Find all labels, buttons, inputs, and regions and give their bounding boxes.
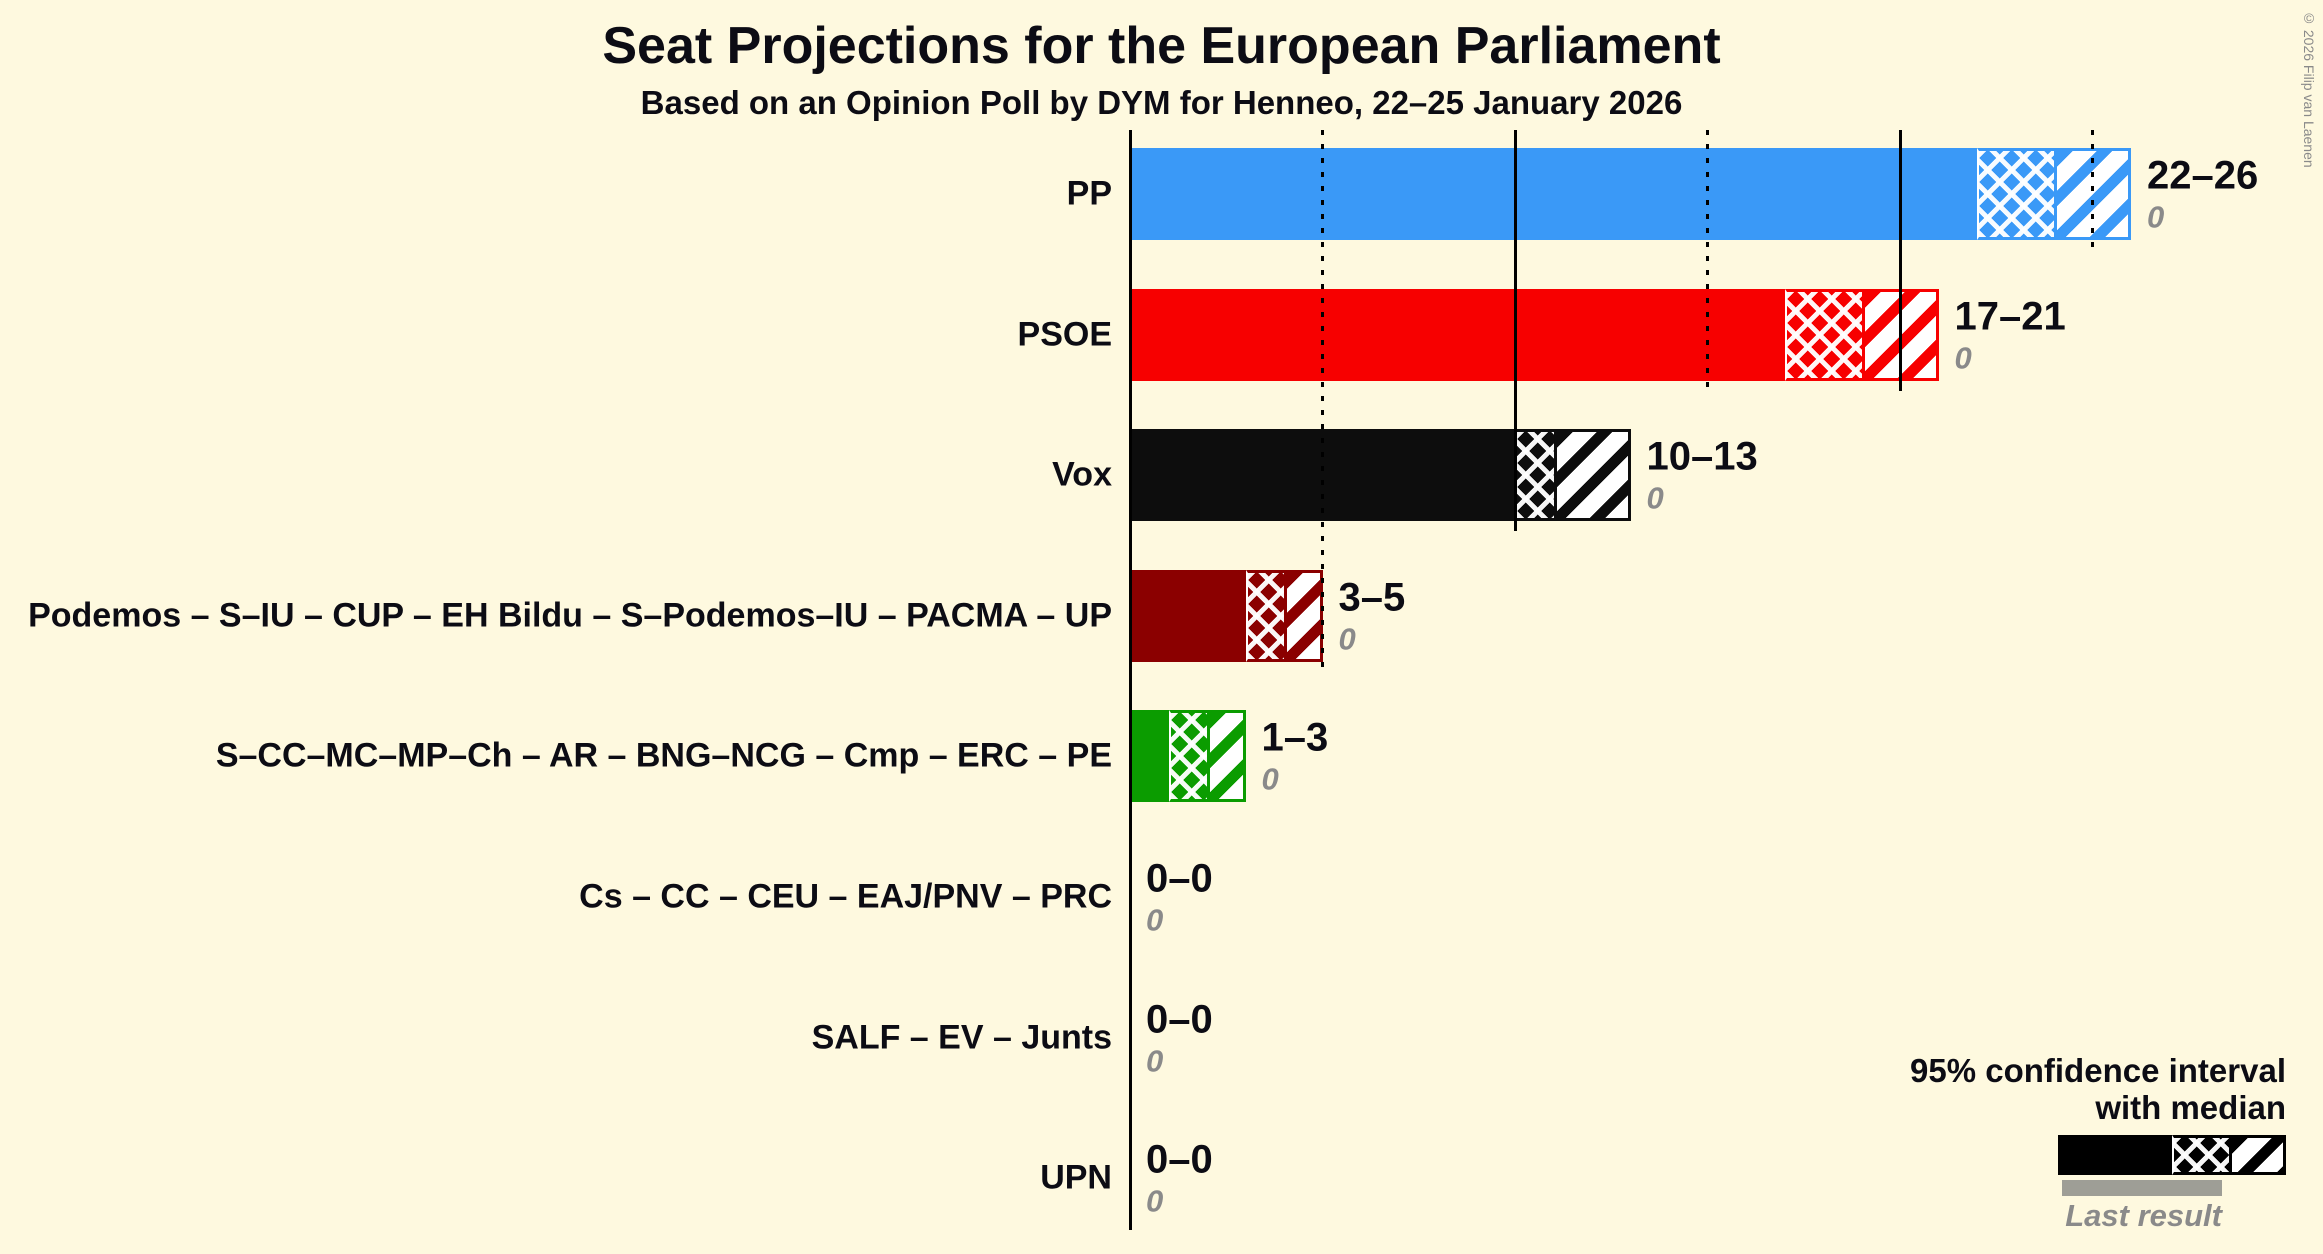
legend-crosshatch-segment: [2172, 1135, 2229, 1175]
seat-range-label: 0–0: [1146, 856, 1213, 901]
value-stack: 1–3 0: [1262, 715, 1329, 798]
last-result-value: 0: [1646, 480, 1664, 516]
bar-solid-segment: [1130, 288, 1785, 381]
seat-range-label: 3–5: [1338, 575, 1406, 620]
bar-crosshatch-segment: [1515, 429, 1554, 522]
party-label: PSOE: [1017, 315, 1112, 354]
last-result-value: 0: [1338, 621, 1356, 657]
seat-bar: [1130, 429, 1631, 522]
legend-last-result-label: Last result: [2065, 1198, 2222, 1233]
legend-hatch-segment: [2229, 1135, 2286, 1175]
seat-bar: [1130, 288, 1939, 381]
x-axis-line: [1128, 130, 1132, 1230]
last-result-value: 0: [1146, 1043, 1164, 1079]
last-result-value: 0: [1146, 1183, 1164, 1219]
value-stack: 17–21 0: [1955, 293, 2066, 376]
party-label: Vox: [1052, 455, 1112, 494]
bar-crosshatch-segment: [1245, 569, 1284, 662]
seat-range-label: 1–3: [1261, 715, 1329, 760]
legend-solid-segment: [2058, 1135, 2172, 1175]
bar-crosshatch-segment: [1977, 148, 2054, 240]
party-label: S–CC–MC–MP–Ch – AR – BNG–NCG – Cmp – ERC…: [215, 736, 1112, 775]
value-stack: 3–5 0: [1339, 574, 1406, 657]
party-label: Podemos – S–IU – CUP – EH Bildu – S–Pode…: [28, 596, 1112, 635]
party-label: SALF – EV – Junts: [811, 1018, 1112, 1057]
party-label: Cs – CC – CEU – EAJ/PNV – PRC: [579, 877, 1112, 916]
seat-range-label: 17–21: [1954, 294, 2066, 339]
legend-ci-text-line2: with median: [2095, 1089, 2286, 1126]
legend-ci-sample-bar: [2058, 1135, 2286, 1175]
bar-solid-segment: [1130, 569, 1246, 662]
bar-solid-segment: [1130, 148, 1977, 240]
bar-hatch-segment: [1284, 569, 1323, 662]
seat-range-label: 10–13: [1646, 434, 1758, 479]
value-stack: 0–0 0: [1146, 856, 1213, 939]
last-result-value: 0: [1261, 761, 1279, 797]
last-result-value: 0: [1954, 340, 1972, 376]
value-stack: 10–13 0: [1647, 434, 1758, 517]
party-label: PP: [1066, 174, 1112, 213]
bar-hatch-segment: [1207, 710, 1246, 803]
gridline-15: [1706, 130, 1709, 391]
chart-subtitle: Based on an Opinion Poll by DYM for Henn…: [640, 84, 1683, 121]
seat-range-label: 0–0: [1146, 1137, 1213, 1182]
chart-title: Seat Projections for the European Parlia…: [602, 17, 1721, 75]
seat-bar: [1130, 569, 1323, 662]
value-stack: 0–0 0: [1146, 1137, 1213, 1220]
seat-range-label: 22–26: [2147, 153, 2259, 198]
bar-crosshatch-segment: [1168, 710, 1207, 803]
value-stack: 0–0 0: [1146, 996, 1213, 1079]
last-result-value: 0: [1146, 902, 1164, 938]
legend-ci-text-line1: 95% confidence interval: [1910, 1052, 2286, 1089]
last-result-value: 0: [2147, 199, 2165, 235]
gridline-20: [1898, 130, 1902, 391]
gridline-10: [1513, 130, 1517, 532]
gridline-25: [2091, 130, 2094, 250]
gridline-5: [1321, 130, 1324, 672]
value-stack: 22–26 0: [2147, 153, 2258, 236]
bar-solid-segment: [1130, 710, 1169, 803]
copyright-note: © 2026 Filip van Laenen: [2301, 10, 2317, 168]
bar-hatch-segment: [1553, 429, 1631, 522]
legend-last-result-bar: [2062, 1180, 2222, 1196]
seat-range-label: 0–0: [1146, 997, 1213, 1042]
party-label: UPN: [1040, 1158, 1112, 1197]
bar-crosshatch-segment: [1784, 288, 1862, 381]
seat-bar: [1130, 148, 2131, 240]
seat-bar: [1130, 710, 1246, 803]
